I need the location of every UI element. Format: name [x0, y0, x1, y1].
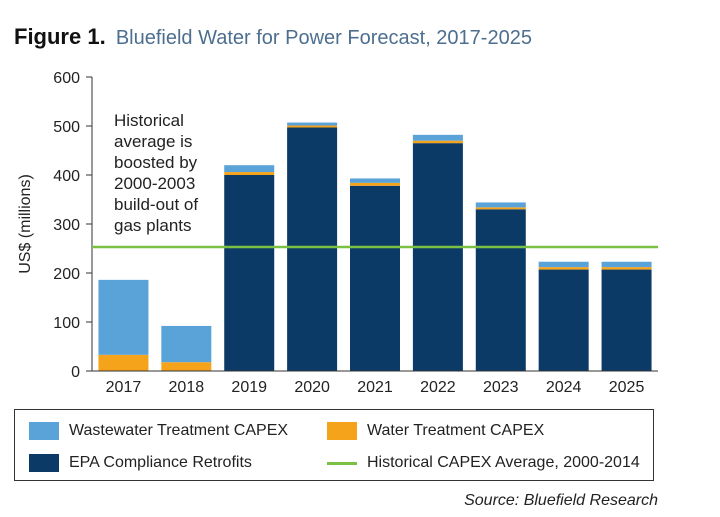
- x-tick-label: 2023: [483, 379, 519, 396]
- figure-label: Figure 1.: [14, 24, 106, 49]
- legend-label-water: Water Treatment CAPEX: [367, 422, 545, 439]
- bar-2022-water-treatment-capex: [412, 140, 463, 144]
- y-tick-label: 100: [53, 315, 80, 332]
- legend: Wastewater Treatment CAPEX Water Treatme…: [14, 409, 654, 481]
- bar-2018-wastewater-treatment-capex: [161, 325, 212, 363]
- legend-item-water: Water Treatment CAPEX: [327, 422, 544, 440]
- y-axis-label: US$ (millions): [17, 174, 34, 274]
- bar-2017-wastewater-treatment-capex: [98, 279, 149, 355]
- legend-label-average: Historical CAPEX Average, 2000-2014: [367, 454, 640, 471]
- x-tick-label: 2024: [546, 379, 582, 396]
- x-axis: 2017 2018 2019 2020 2021 2022 2023 2024 2025: [92, 370, 658, 396]
- x-tick-label: 2017: [106, 379, 142, 396]
- bar-2023-water-treatment-capex: [475, 207, 526, 210]
- bar-2025-epa-compliance-retrofits: [601, 269, 652, 371]
- bar-2025-water-treatment-capex: [601, 267, 652, 270]
- bar-2024-epa-compliance-retrofits: [538, 269, 589, 371]
- annotation-line: build-out of: [114, 195, 198, 214]
- annotation: Historical average is boosted by 2000-2003 b…: [114, 111, 198, 235]
- x-tick-label: 2025: [609, 379, 645, 396]
- chart-title: Figure 1. Bluefield Water for Power Fore…: [14, 24, 532, 50]
- annotation-text: Historical average is boosted by 2000-2003 b…: [114, 111, 198, 235]
- annotation-line: boosted by: [114, 153, 198, 172]
- figure-title: Bluefield Water for Power Forecast, 2017…: [115, 27, 532, 49]
- y-tick-label: 600: [53, 70, 80, 87]
- bar-2019-water-treatment-capex: [224, 172, 275, 175]
- bar-2021-wastewater-treatment-capex: [350, 178, 400, 183]
- bar-2017-water-treatment-capex: [98, 354, 149, 371]
- bar-2021-epa-compliance-retrofits: [350, 185, 400, 371]
- annotation-line: average is: [114, 132, 192, 151]
- y-tick-label: 200: [53, 266, 80, 283]
- bar-2018-water-treatment-capex: [161, 362, 212, 371]
- legend-item-wastewater: Wastewater Treatment CAPEX: [29, 422, 288, 440]
- x-tick-label: 2021: [357, 379, 393, 396]
- bar-2019-wastewater-treatment-capex: [224, 165, 275, 173]
- x-tick-label: 2020: [294, 379, 330, 396]
- bar-2025-wastewater-treatment-capex: [601, 261, 652, 268]
- legend-label-wastewater: Wastewater Treatment CAPEX: [69, 422, 289, 439]
- annotation-line: Historical: [114, 111, 184, 130]
- bar-2020-water-treatment-capex: [287, 125, 338, 128]
- source-note: Source: Bluefield Research: [464, 492, 658, 509]
- y-axis: 0 100 200 300 400 500 600: [53, 70, 93, 381]
- x-tick-label: 2018: [169, 379, 205, 396]
- legend-item-average: Historical CAPEX Average, 2000-2014: [327, 454, 640, 472]
- bar-2022-epa-compliance-retrofits: [412, 143, 463, 371]
- x-tick-label: 2022: [420, 379, 456, 396]
- bar-2023-epa-compliance-retrofits: [475, 209, 526, 371]
- y-tick-label: 0: [71, 364, 80, 381]
- y-tick-label: 500: [53, 119, 80, 136]
- annotation-line: 2000-2003: [114, 174, 195, 193]
- bar-2019-epa-compliance-retrofits: [224, 175, 275, 371]
- legend-label-epa: EPA Compliance Retrofits: [69, 454, 252, 471]
- bars: [92, 122, 658, 371]
- legend-item-epa: EPA Compliance Retrofits: [29, 454, 252, 472]
- y-tick-label: 300: [53, 217, 80, 234]
- annotation-line: gas plants: [114, 216, 192, 235]
- legend-swatch-water: [327, 422, 357, 440]
- bar-2024-water-treatment-capex: [538, 267, 589, 270]
- legend-swatch-wastewater: [29, 422, 59, 440]
- legend-swatch-average: [327, 461, 357, 465]
- bar-2020-epa-compliance-retrofits: [287, 127, 338, 371]
- bar-2020-wastewater-treatment-capex: [287, 122, 338, 126]
- x-tick-label: 2019: [231, 379, 267, 396]
- bar-chart: 0 100 200 300 400 500 600 2017 2018 2019 2020 2021…: [17, 70, 658, 396]
- bar-2021-water-treatment-capex: [350, 182, 400, 186]
- y-tick-label: 400: [53, 168, 80, 185]
- bar-2023-wastewater-treatment-capex: [475, 202, 526, 208]
- bar-2024-wastewater-treatment-capex: [538, 261, 589, 268]
- legend-swatch-epa: [29, 454, 59, 472]
- bar-2022-wastewater-treatment-capex: [412, 134, 463, 141]
